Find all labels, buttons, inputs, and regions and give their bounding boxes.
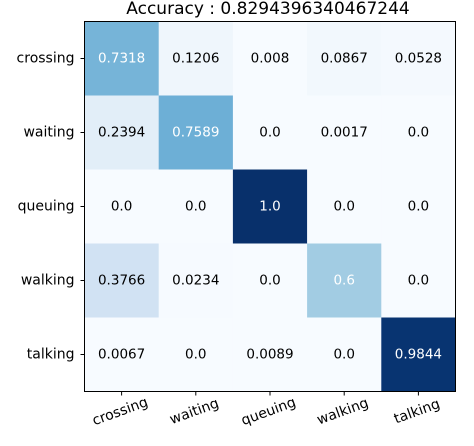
y-tick-label-walking: walking — [21, 273, 75, 289]
cell-value-label: 0.0528 — [395, 51, 442, 67]
cell-value-label: 0.0089 — [246, 347, 293, 363]
cell-value-label: 0.3766 — [98, 273, 145, 289]
cell-value-label: 0.0 — [408, 199, 429, 215]
heatmap-cell-walking-talking — [381, 243, 456, 318]
cell-value-label: 0.7318 — [98, 51, 145, 67]
cell-value-label: 0.0 — [408, 273, 429, 289]
x-tick-label-crossing: crossing — [90, 394, 150, 429]
cell-value-label: 0.0 — [259, 125, 280, 141]
heatmap-cell-talking-talking — [381, 317, 456, 392]
cell-value-label: 0.0 — [333, 199, 354, 215]
x-tick-label-talking: talking — [392, 396, 442, 427]
cell-value-label: 0.0 — [408, 125, 429, 141]
cell-value-label: 0.0 — [333, 347, 354, 363]
cell-value-label: 0.6 — [333, 273, 354, 289]
cell-value-label: 0.008 — [251, 51, 290, 67]
heatmap-cell-queuing-walking — [307, 169, 382, 244]
y-tick-label-talking: talking — [27, 347, 75, 363]
heatmap-cell-waiting-waiting — [158, 95, 234, 170]
plot-frame — [84, 21, 456, 392]
heatmap-cell-waiting-queuing — [232, 95, 308, 170]
cell-value-label: 1.0 — [259, 199, 280, 215]
cell-value-label: 0.1206 — [172, 51, 219, 67]
y-tick-label-queuing: queuing — [18, 199, 75, 215]
cell-value-label: 0.0 — [185, 199, 206, 215]
chart-title: Accuracy : 0.8294396340467244 — [126, 0, 409, 19]
cell-value-label: 0.0 — [185, 347, 206, 363]
y-tick-labels: crossing waiting queuing walking talking — [17, 51, 85, 363]
y-tick-label-waiting: waiting — [23, 125, 74, 141]
cell-value-label: 0.0234 — [172, 273, 219, 289]
heatmap-cell-walking-crossing — [84, 243, 159, 318]
cell-value-label: 0.0067 — [98, 347, 145, 363]
cell-value-label: 0.0 — [111, 199, 132, 215]
heatmap-cell-waiting-talking — [381, 95, 456, 170]
heatmap-cell-talking-waiting — [158, 317, 234, 392]
heatmap-cell-crossing-crossing — [84, 21, 159, 96]
heatmap-cell-talking-walking — [307, 317, 382, 392]
x-tick-labels: crossing waiting queuing walking talking — [90, 391, 442, 429]
cell-value-label: 0.2394 — [98, 125, 145, 141]
heatmap-cell-crossing-walking — [307, 21, 382, 96]
cell-value-label: 0.0867 — [321, 51, 368, 67]
cell-value-label: 0.0 — [259, 273, 280, 289]
heatmap-cell-queuing-talking — [381, 169, 456, 244]
heatmap-cell-walking-queuing — [232, 243, 308, 318]
heatmap-cell-crossing-waiting — [158, 21, 234, 96]
x-tick-label-waiting: waiting — [168, 395, 221, 427]
heatmap-cell-waiting-walking — [307, 95, 382, 170]
heatmap-cell-talking-queuing — [232, 317, 308, 392]
heatmap-cell-talking-crossing — [84, 317, 159, 392]
cell-value-label: 0.7589 — [172, 125, 219, 141]
x-tick-label-walking: walking — [315, 395, 371, 428]
cell-value-label: 0.9844 — [395, 347, 442, 363]
cell-value-label: 0.0017 — [321, 125, 368, 141]
heatmap-cell-queuing-waiting — [158, 169, 234, 244]
heatmap-cell-crossing-queuing — [232, 21, 308, 96]
x-tick-label-queuing: queuing — [239, 394, 298, 428]
heatmap-cells — [84, 21, 456, 392]
heatmap-cell-labels: 0.7318 0.1206 0.008 0.0867 0.0528 0.2394 0.758… — [98, 51, 442, 363]
heatmap-cell-queuing-queuing — [232, 169, 308, 244]
heatmap-cell-crossing-talking — [381, 21, 456, 96]
heatmap-cell-walking-walking — [307, 243, 382, 318]
y-tick-label-crossing: crossing — [17, 51, 75, 67]
heatmap-cell-queuing-crossing — [84, 169, 159, 244]
heatmap-cell-waiting-crossing — [84, 95, 159, 170]
heatmap-cell-walking-waiting — [158, 243, 234, 318]
